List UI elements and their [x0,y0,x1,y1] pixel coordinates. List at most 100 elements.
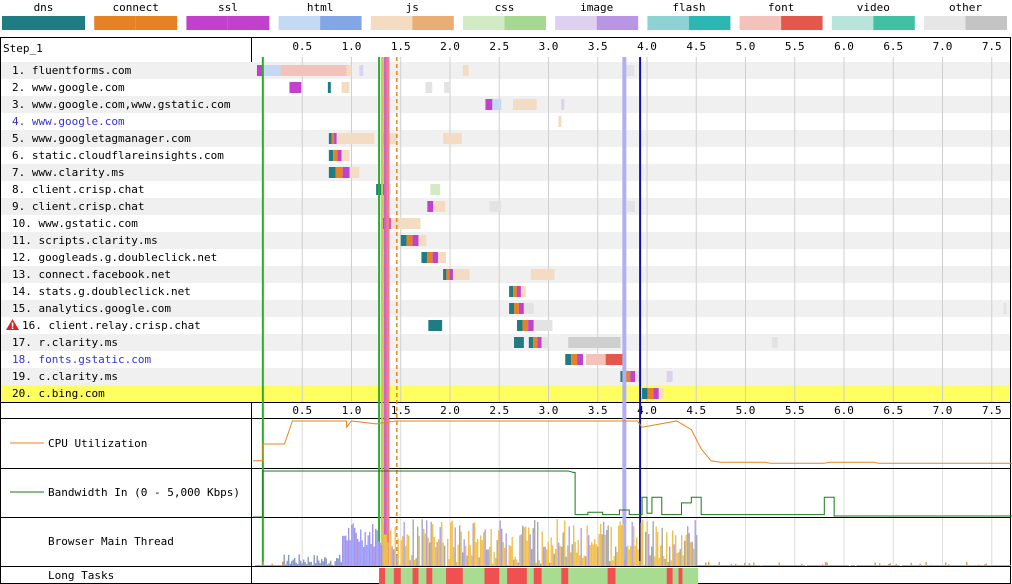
main-thread-activity [268,565,270,566]
legend-swatch-image-light [555,16,597,30]
main-thread-activity [357,538,359,566]
main-thread-activity [418,535,420,566]
main-thread-activity [918,565,920,566]
main-thread-activity [567,545,569,566]
request-bar-ssl [256,65,263,76]
main-thread-activity [291,561,293,566]
main-thread-activity [345,535,347,566]
legend-label-html: html [307,1,334,14]
main-thread-activity [754,565,756,566]
main-thread-activity [373,546,375,566]
main-thread-activity [721,565,723,566]
main-thread-activity [982,565,984,566]
main-thread-activity [664,558,666,566]
main-thread-activity [823,565,825,566]
main-thread-activity [297,563,299,566]
main-thread-activity [703,565,705,566]
main-thread-activity [321,558,323,566]
main-thread-activity [750,564,752,566]
legend-label-js: js [406,1,419,14]
main-thread-activity [862,565,864,566]
main-thread-activity [694,520,696,566]
main-thread-activity [696,535,698,566]
main-thread-activity [552,545,554,566]
main-thread-activity [493,551,495,566]
main-thread-activity [727,565,729,566]
main-thread-activity [886,565,888,566]
main-thread-activity [598,533,600,566]
main-thread-activity [361,540,363,566]
x-tick-label-bottom: 5.5 [785,404,805,417]
main-thread-activity [738,565,740,566]
main-thread-activity [675,535,677,566]
main-thread-activity [331,564,333,566]
main-thread-activity [372,524,374,566]
main-thread-activity [429,542,431,566]
main-thread-activity [468,530,470,566]
main-thread-activity [796,565,798,566]
main-thread-activity [589,545,591,566]
main-thread-activity [876,565,878,566]
main-thread-activity [652,521,654,566]
main-thread-activity [303,559,305,566]
main-thread-activity [954,565,956,566]
main-thread-activity [825,561,827,566]
main-thread-activity [831,565,833,566]
request-bar-ssl [337,150,342,161]
table-row-bg [1,62,1010,79]
main-thread-activity [354,527,356,566]
x-tick-label-bottom: 2.5 [489,404,509,417]
main-thread-activity [289,563,291,566]
main-thread-activity [501,528,503,566]
main-thread-activity [462,552,464,566]
request-bar-jsL [443,133,462,144]
main-thread-activity [906,565,908,566]
main-thread-activity [271,563,273,566]
main-thread-activity [781,564,783,566]
request-bar-dns [328,150,334,161]
main-thread-activity [262,561,264,566]
main-thread-activity [270,565,272,566]
main-thread-activity [895,563,897,566]
main-thread-activity [969,565,971,566]
main-thread-activity [313,555,315,566]
main-thread-activity [717,565,719,566]
legend-swatch-video-dark [873,16,915,30]
main-thread-activity [511,536,513,566]
main-thread-activity [888,564,890,566]
main-thread-activity [333,565,335,566]
main-thread-activity [930,564,932,566]
main-thread-activity [273,565,275,566]
main-thread-activity [774,565,776,566]
main-thread-activity [394,526,396,566]
main-thread-activity [607,525,609,566]
main-thread-activity [658,557,660,566]
table-row-bg [1,215,1010,232]
legend-swatch-connect-light [94,16,136,30]
request-bar-otherL [444,82,450,93]
main-thread-activity [952,565,954,566]
main-thread-activity [573,525,575,566]
main-thread-activity [327,564,329,566]
main-thread-activity [814,565,816,566]
table-row-bg [1,181,1010,198]
main-thread-activity [579,555,581,566]
cpu-utilization-label: CPU Utilization [48,437,147,450]
main-thread-activity [802,565,804,566]
long-task-block [426,568,433,584]
x-tick-label-top: 5.5 [785,40,805,53]
main-thread-activity [660,545,662,566]
request-bar-dns [509,286,514,297]
main-thread-activity [454,527,456,566]
main-thread-activity [756,565,758,566]
request-label: 9. client.crisp.chat [12,200,144,213]
main-thread-activity [991,565,993,566]
main-thread-activity [994,565,996,566]
main-thread-activity [436,541,438,566]
main-thread-activity [376,530,378,566]
main-thread-activity [339,554,341,566]
request-bar-connect [514,303,519,314]
main-thread-activity [762,565,764,566]
main-thread-activity [295,562,297,566]
main-thread-activity [433,536,435,566]
